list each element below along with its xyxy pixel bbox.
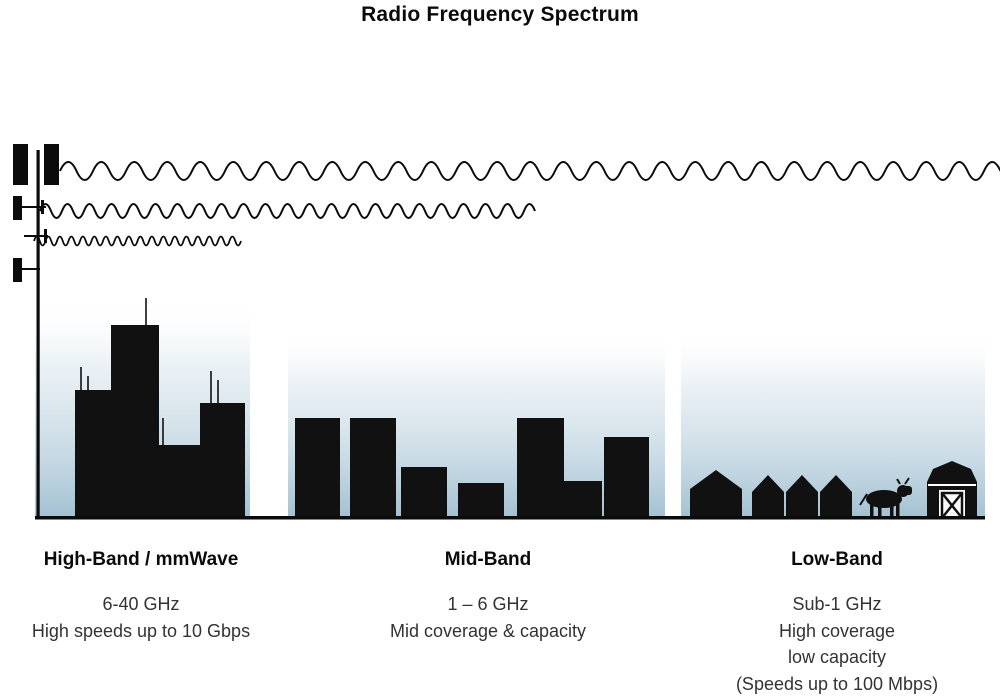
band-name: Low-Band bbox=[791, 549, 883, 570]
band-name: High-Band / mmWave bbox=[43, 549, 239, 570]
skyscrapers-silhouette bbox=[75, 298, 245, 518]
houses-silhouette bbox=[690, 470, 852, 518]
band-frequency: Sub-1 GHz bbox=[792, 594, 882, 614]
cow-icon bbox=[859, 477, 912, 517]
band-frequency: 1 – 6 GHz bbox=[447, 594, 529, 614]
band-description: low capacity bbox=[787, 647, 887, 667]
ground-line bbox=[35, 516, 985, 520]
rooftop-antenna-icon bbox=[80, 298, 219, 447]
band-label-high: High-Band / mmWave 6-40 GHz High speeds … bbox=[0, 549, 301, 644]
band-description: (Speeds up to 100 Mbps) bbox=[735, 673, 939, 694]
band-label-mid: Mid-Band 1 – 6 GHz Mid coverage & capaci… bbox=[328, 549, 648, 644]
band-description: High speeds up to 10 Gbps bbox=[31, 620, 251, 641]
band-description: Mid coverage & capacity bbox=[389, 620, 587, 641]
mid-frequency-wave bbox=[39, 203, 536, 219]
band-description: High coverage bbox=[778, 620, 896, 641]
high-frequency-wave bbox=[33, 235, 242, 247]
band-name: Mid-Band bbox=[444, 549, 532, 570]
cell-tower-icon bbox=[13, 144, 59, 518]
mid-rise-buildings-silhouette bbox=[295, 418, 649, 518]
band-label-low: Low-Band Sub-1 GHz High coverage low cap… bbox=[677, 549, 997, 697]
diagram-title: Radio Frequency Spectrum bbox=[361, 3, 639, 26]
barn-icon bbox=[927, 461, 977, 520]
band-frequency: 6-40 GHz bbox=[102, 594, 180, 614]
low-frequency-wave bbox=[59, 161, 1000, 181]
